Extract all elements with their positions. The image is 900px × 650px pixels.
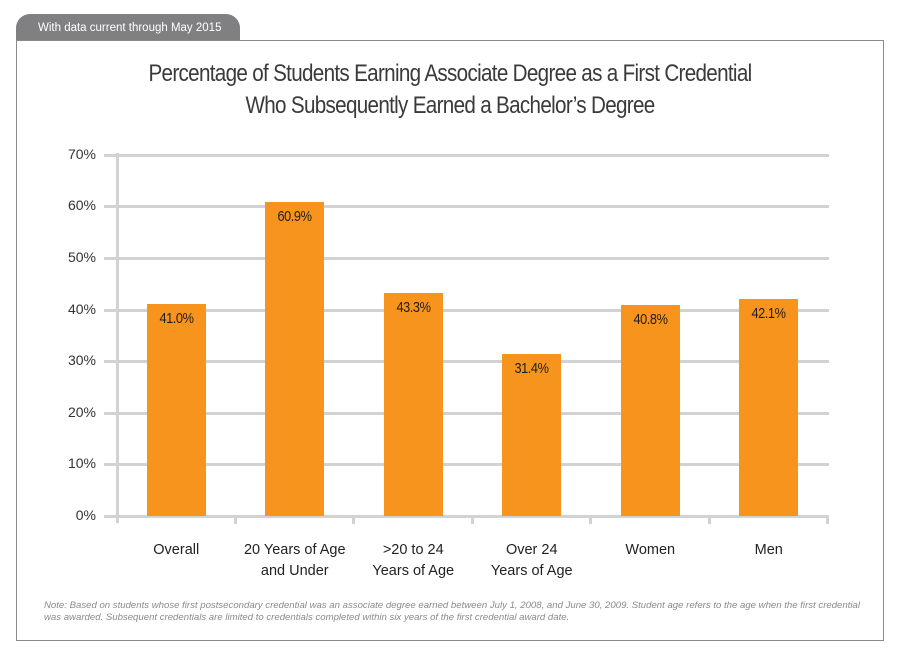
x-category-label: Over 24 Years of Age bbox=[473, 540, 591, 582]
chart-title: Percentage of Students Earning Associate… bbox=[63, 58, 837, 122]
gridline bbox=[104, 257, 829, 260]
y-tick-label: 40% bbox=[67, 300, 96, 317]
bar: 42.1% bbox=[739, 298, 799, 516]
footnote: Note: Based on students whose first post… bbox=[44, 600, 860, 623]
x-category-label-line-2: Years of Age bbox=[490, 563, 573, 579]
bar-value-label: 31.4% bbox=[514, 359, 549, 377]
x-category-label: >20 to 24 Years of Age bbox=[354, 540, 472, 582]
gridline bbox=[104, 515, 829, 518]
chart-title-line-1: Percentage of Students Earning Associate… bbox=[148, 60, 752, 87]
y-tick-label: 50% bbox=[67, 249, 96, 265]
x-category-label-line-1: 20 Years of Age bbox=[243, 542, 346, 558]
bar-value-label: 41.0% bbox=[159, 310, 194, 328]
x-category-label: Women bbox=[591, 540, 709, 561]
bar-value-label: 60.9% bbox=[277, 207, 312, 225]
x-category-label-line-2: Years of Age bbox=[372, 563, 455, 579]
y-tick-label: 70% bbox=[67, 145, 96, 162]
bar-value-label: 43.3% bbox=[396, 298, 431, 316]
y-tick-label: 0% bbox=[75, 507, 96, 523]
x-category-label-line-2: and Under bbox=[260, 563, 329, 579]
y-tick-label: 10% bbox=[67, 455, 96, 472]
y-tick-label: 20% bbox=[67, 403, 96, 420]
gridline bbox=[104, 205, 829, 209]
chart-frame bbox=[16, 40, 884, 641]
data-currency-tab: With data current through May 2015 bbox=[16, 14, 240, 41]
x-category-label: Overall bbox=[117, 540, 235, 561]
x-tick-mark bbox=[352, 516, 355, 524]
data-currency-label: With data current through May 2015 bbox=[38, 22, 222, 34]
gridline bbox=[104, 360, 829, 364]
x-category-label-line-1: Women bbox=[625, 542, 676, 558]
x-tick-mark bbox=[826, 516, 829, 524]
x-tick-mark bbox=[707, 516, 711, 524]
x-tick-mark bbox=[589, 516, 592, 524]
x-category-label-line-1: >20 to 24 bbox=[382, 542, 444, 558]
x-category-label: 20 Years of Age and Under bbox=[236, 540, 354, 582]
x-category-label-line-1: Men bbox=[754, 542, 783, 558]
bar: 31.4% bbox=[502, 353, 562, 516]
gridline bbox=[104, 411, 829, 415]
bar-value-label: 42.1% bbox=[751, 304, 786, 322]
x-category-label-line-1: Over 24 bbox=[505, 542, 558, 558]
x-tick-mark bbox=[470, 516, 474, 524]
bar-value-label: 40.8% bbox=[633, 311, 668, 329]
y-tick-label: 60% bbox=[67, 197, 96, 214]
x-category-label: Men bbox=[710, 540, 828, 561]
bar: 40.8% bbox=[620, 305, 680, 516]
bar: 41.0% bbox=[146, 304, 206, 516]
chart-title-line-2: Who Subsequently Earned a Bachelor’s Deg… bbox=[245, 92, 655, 119]
y-axis-line bbox=[116, 153, 119, 523]
gridline bbox=[104, 153, 829, 157]
bar: 43.3% bbox=[383, 292, 443, 516]
x-tick-mark bbox=[233, 516, 237, 524]
bar: 60.9% bbox=[265, 201, 325, 516]
x-category-label-line-1: Overall bbox=[153, 542, 200, 558]
gridline bbox=[104, 308, 829, 312]
y-tick-label: 30% bbox=[67, 352, 96, 369]
gridline bbox=[104, 463, 829, 467]
